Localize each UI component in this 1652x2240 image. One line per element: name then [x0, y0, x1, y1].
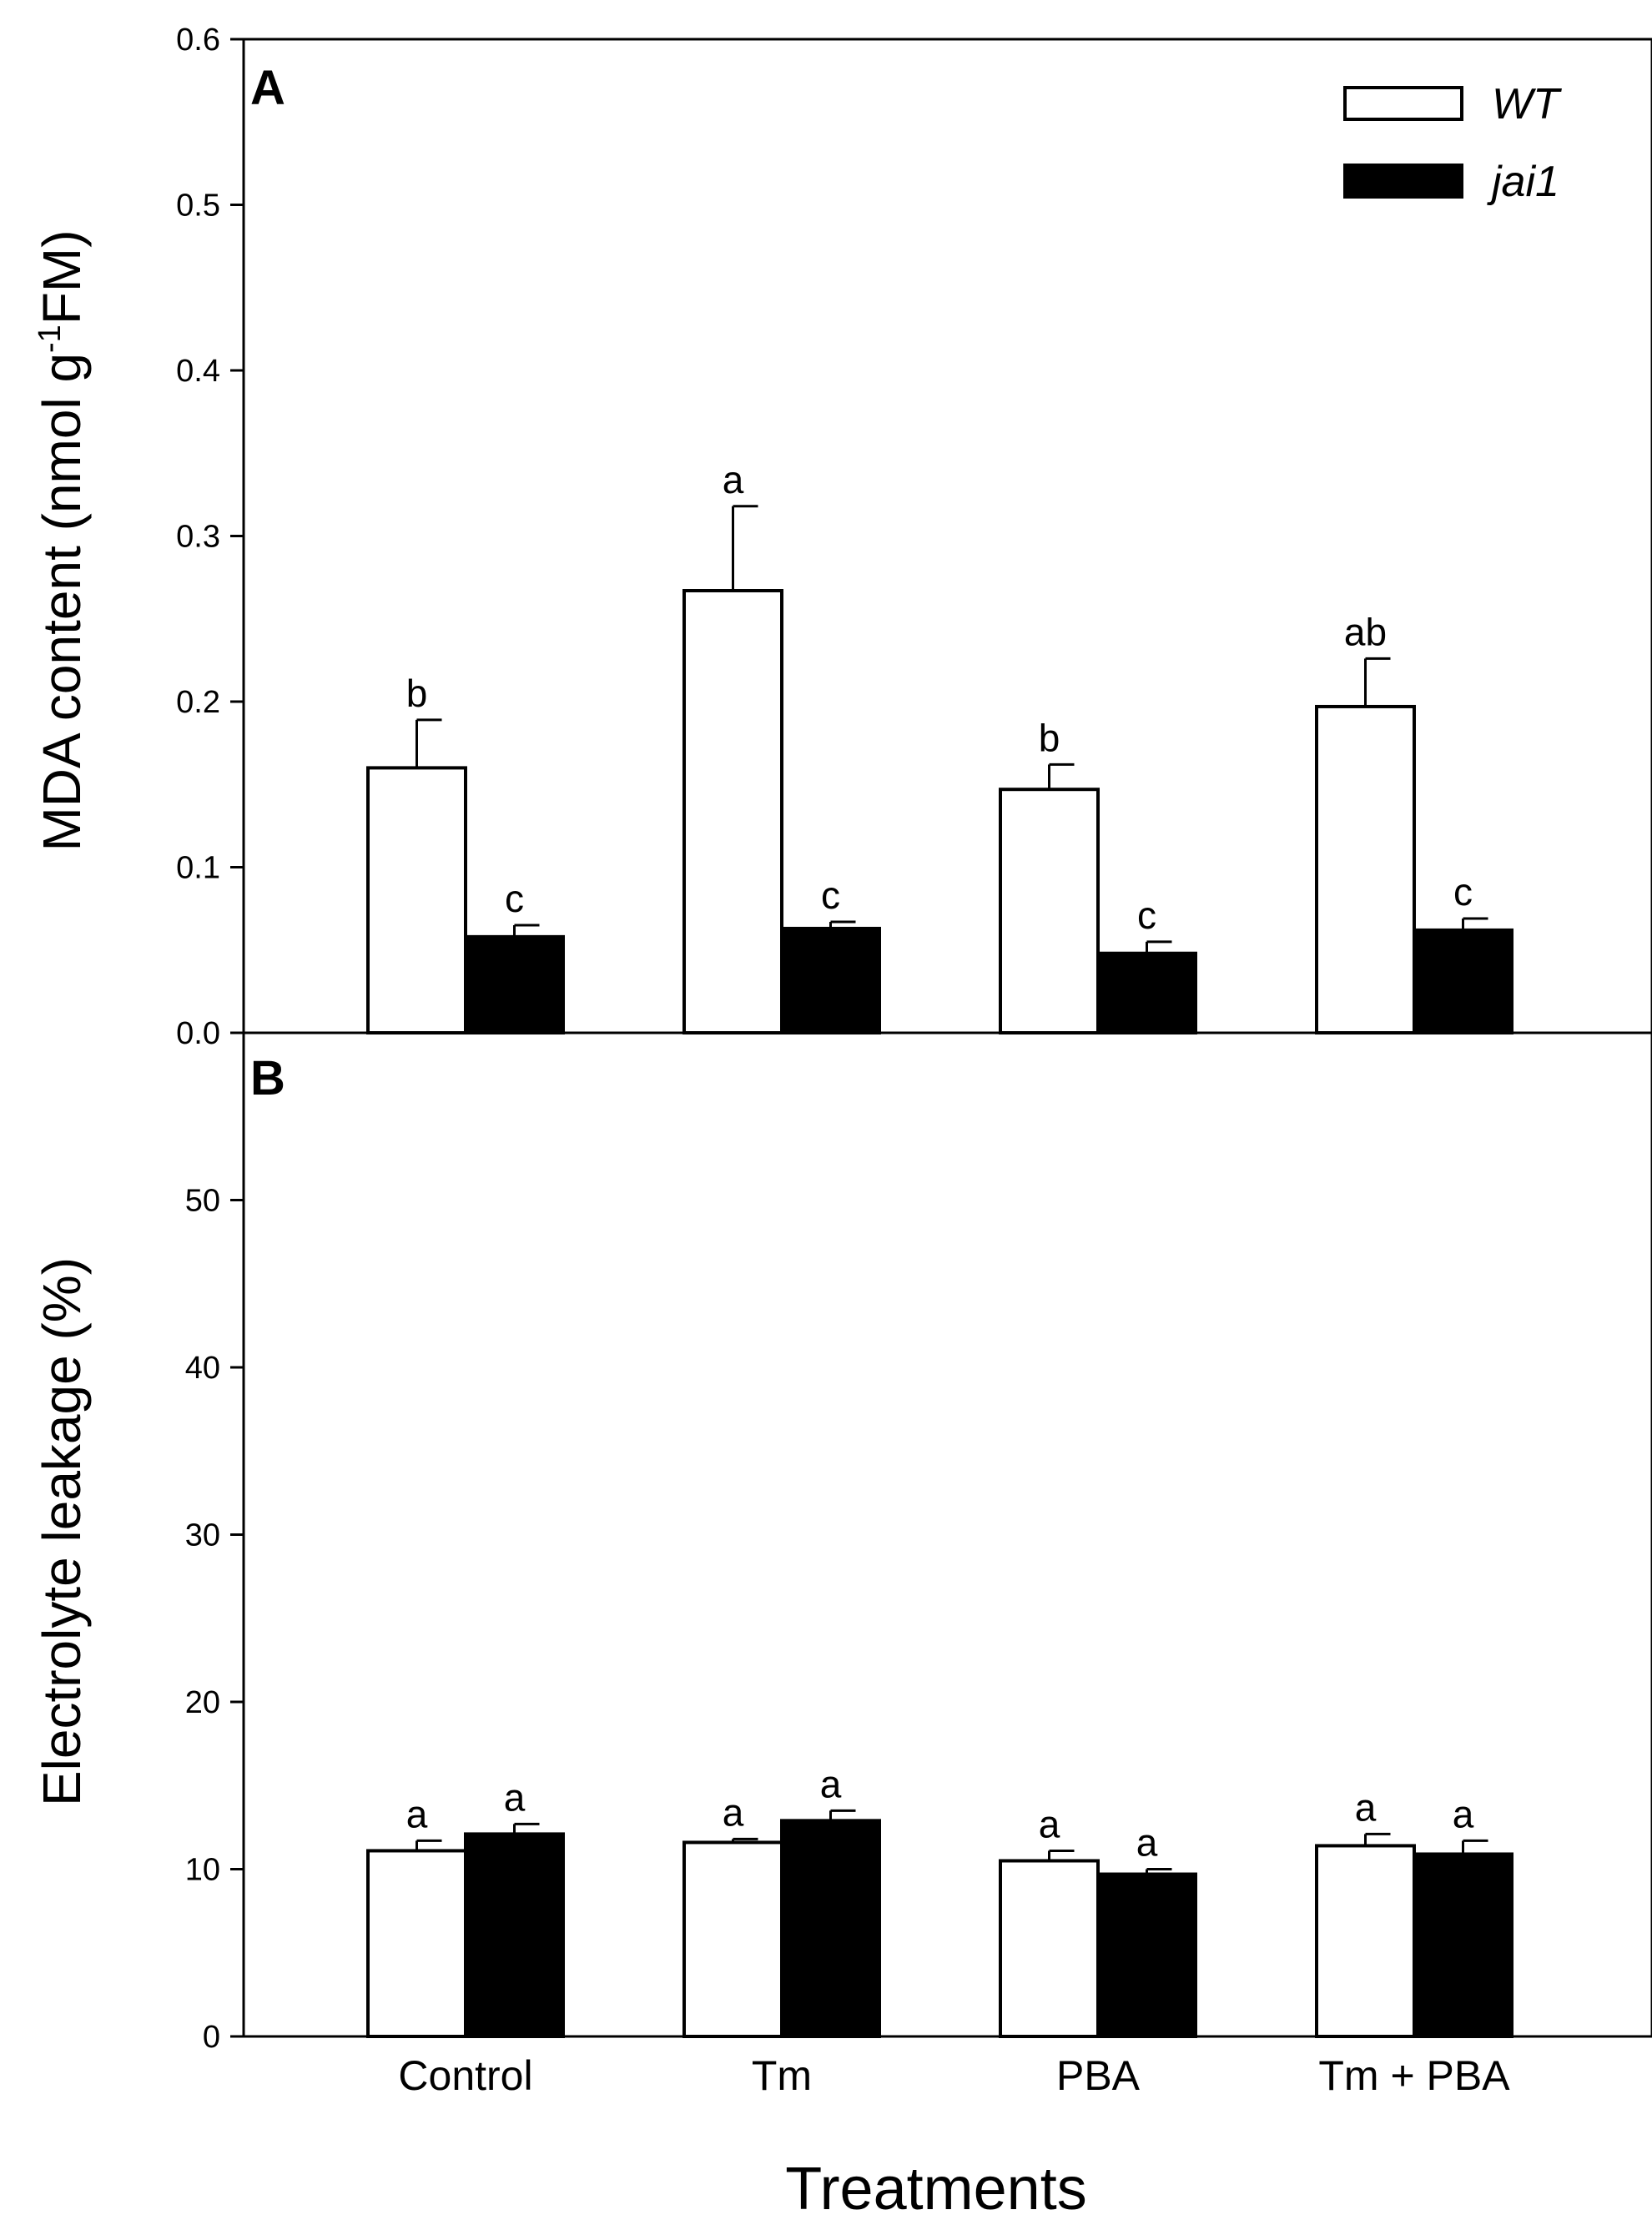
sig-letter-a-wt-0: b	[406, 672, 428, 715]
sig-letter-b-wt-0: a	[406, 1792, 428, 1835]
y-tick-label-a-0: 0.0	[176, 1016, 220, 1051]
bar-b-jai1-1	[780, 1819, 881, 2038]
bar-a-jai1-3	[1413, 928, 1513, 1035]
bar-b-jai1-3	[1413, 1852, 1513, 2039]
y-tick-label-b-0: 0	[203, 2020, 220, 2055]
bar-a-wt-0	[366, 766, 467, 1035]
sig-letter-a-jai1-0: c	[505, 877, 524, 920]
bar-a-jai1-0	[464, 934, 565, 1034]
sig-letter-a-jai1-2: c	[1137, 893, 1156, 937]
x-category-label-2: PBA	[1056, 2052, 1141, 2099]
bar-a-wt-2	[999, 788, 1100, 1035]
sig-letter-b-jai1-1: a	[820, 1762, 842, 1805]
panel-b-label: B	[250, 1051, 285, 1105]
legend-label-wt: WT	[1492, 80, 1562, 128]
sig-letter-b-jai1-3: a	[1453, 1792, 1474, 1835]
y-tick-label-b-2: 20	[185, 1685, 220, 1720]
y-tick-label-a-5: 0.5	[176, 189, 220, 224]
sig-letter-a-wt-2: b	[1039, 716, 1060, 759]
sig-letter-a-wt-3: ab	[1344, 610, 1387, 653]
x-axis-label: Treatments	[785, 2156, 1086, 2222]
y-tick-label-a-3: 0.3	[176, 520, 220, 555]
y-tick-label-b-3: 30	[185, 1518, 220, 1553]
bar-b-wt-3	[1315, 1844, 1416, 2038]
panel-b-plot: 0 10 20 30 40 50 a a a a a a a a	[185, 1184, 1513, 2055]
legend: WT jai1	[1343, 80, 1562, 206]
sig-letter-b-wt-1: a	[723, 1790, 744, 1834]
bar-a-jai1-1	[780, 926, 881, 1034]
panel-a-label: A	[250, 61, 285, 115]
bar-a-wt-3	[1315, 704, 1416, 1035]
legend-label-jai1: jai1	[1487, 158, 1559, 206]
x-category-label-3: Tm + PBA	[1318, 2052, 1510, 2099]
x-category-label-1: Tm	[752, 2052, 812, 2099]
legend-swatch-wt	[1343, 86, 1463, 121]
sig-letter-a-jai1-1: c	[821, 873, 840, 917]
sig-letter-a-wt-1: a	[723, 458, 744, 501]
y-tick-label-a-4: 0.4	[176, 354, 220, 389]
bar-b-wt-0	[366, 1849, 467, 2039]
legend-swatch-jai1	[1343, 164, 1463, 199]
y-tick-label-b-4: 40	[185, 1351, 220, 1386]
y-tick-label-a-6: 0.6	[176, 23, 220, 58]
y-tick-label-a-2: 0.2	[176, 685, 220, 720]
sig-letter-b-wt-2: a	[1039, 1802, 1060, 1845]
y-axis-label-a: MDA content (nmol g-1FM)	[32, 229, 92, 851]
bar-b-wt-2	[999, 1859, 1100, 2039]
bar-a-wt-1	[682, 589, 783, 1034]
bar-b-jai1-0	[464, 1832, 565, 2039]
sig-letter-b-jai1-2: a	[1136, 1821, 1158, 1865]
y-tick-label-b-1: 10	[185, 1853, 220, 1888]
bar-b-wt-1	[682, 1840, 783, 2038]
sig-letter-b-jai1-0: a	[504, 1775, 526, 1819]
sig-letter-b-wt-3: a	[1355, 1785, 1377, 1829]
y-tick-label-b-5: 50	[185, 1184, 220, 1219]
x-category-label-0: Control	[398, 2052, 532, 2099]
y-axis-label-b: Electrolyte leakage (%)	[32, 1257, 92, 1806]
bar-a-jai1-2	[1096, 951, 1197, 1034]
bar-b-jai1-2	[1096, 1872, 1197, 2038]
y-tick-label-a-1: 0.1	[176, 851, 220, 886]
sig-letter-a-jai1-3: c	[1453, 870, 1473, 914]
x-category-labels: Control Tm PBA Tm + PBA	[398, 2052, 1510, 2099]
